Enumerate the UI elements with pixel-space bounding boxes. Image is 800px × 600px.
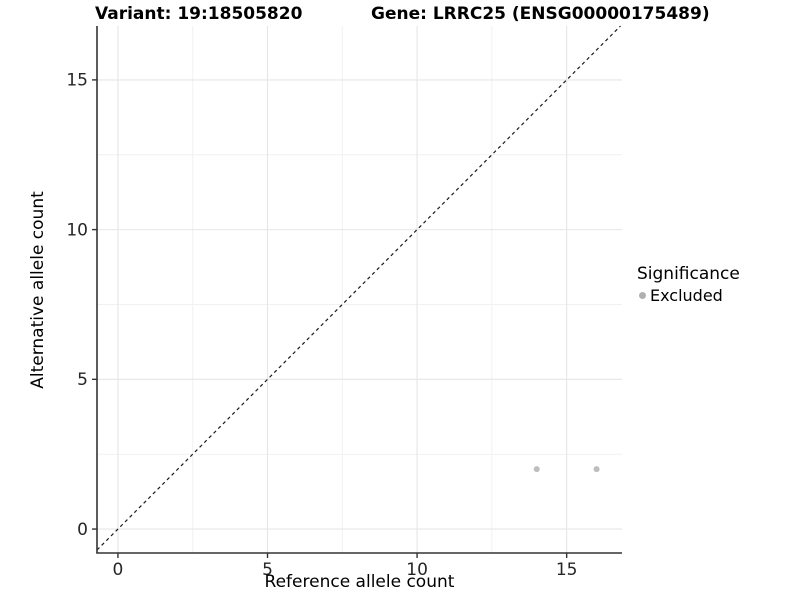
legend-item-label: Excluded: [650, 286, 723, 305]
x-axis-title: Reference allele count: [264, 572, 455, 592]
y-tick-label: 15: [66, 71, 88, 91]
y-tick-label: 0: [77, 520, 88, 540]
data-point: [533, 466, 540, 473]
y-tick-label: 5: [77, 370, 88, 390]
data-point: [593, 466, 600, 473]
x-tick-label: 10: [406, 560, 428, 580]
plot-title-variant: Variant: 19:18505820: [95, 4, 303, 24]
plot-canvas: 0 5 10 15 0 5 10 15: [66, 25, 622, 580]
x-tick-label: 0: [113, 560, 124, 580]
legend-point-icon: [639, 292, 646, 299]
legend-item-excluded: Excluded: [637, 286, 740, 305]
x-tick-label: 15: [556, 560, 578, 580]
x-tick-label: 5: [262, 560, 273, 580]
y-axis-title: Alternative allele count: [28, 191, 48, 389]
identity-reference-line: [96, 25, 621, 551]
legend-title: Significance: [637, 264, 740, 284]
plot-panel: 0 5 10 15 0 5 10 15: [66, 25, 622, 580]
plot-title-gene: Gene: LRRC25 (ENSG00000175489): [371, 4, 710, 24]
legend: Significance Excluded: [637, 264, 740, 305]
y-tick-label: 10: [66, 220, 88, 240]
